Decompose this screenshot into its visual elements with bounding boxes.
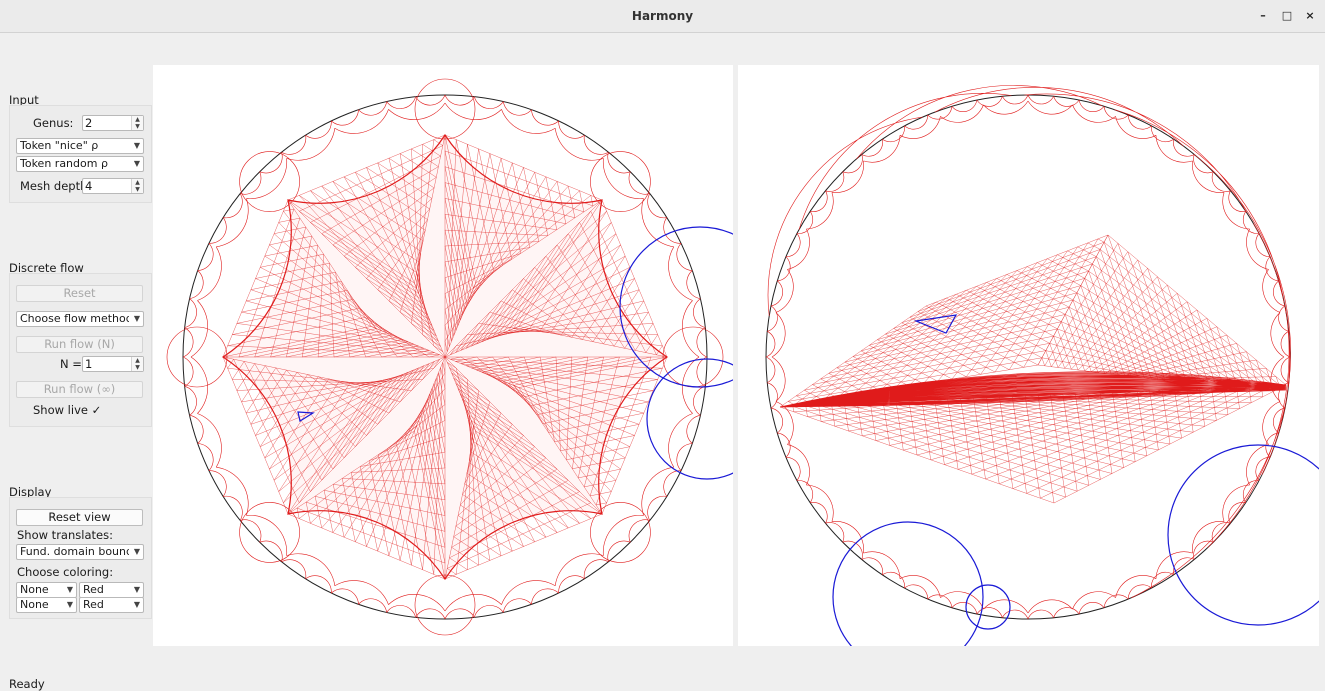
coloring-scheme-value: None	[20, 583, 49, 596]
boundary-translates	[771, 100, 1285, 614]
boundary-translates	[182, 94, 708, 620]
reset-view-button[interactable]: Reset view	[16, 509, 143, 526]
flow-heading: Discrete flow	[9, 261, 84, 275]
highlight-geodesic	[1167, 444, 1325, 626]
coloring-scheme-select-2[interactable]: None ▼	[16, 597, 77, 613]
translate-arc	[166, 326, 228, 388]
choose-coloring-label: Choose coloring:	[17, 565, 114, 579]
mesh-grid	[444, 356, 668, 515]
run-flow-inf-button[interactable]: Run flow (∞)	[16, 381, 143, 398]
translates-select[interactable]: Fund. domain boundary ▼	[16, 544, 144, 560]
genus-value: 2	[85, 116, 93, 130]
mesh-depth-row: Mesh depth: 4 ▲ ▼	[10, 178, 151, 198]
close-icon[interactable]: ×	[1305, 9, 1315, 22]
translate-arc	[590, 151, 651, 212]
highlight-triangle	[297, 411, 315, 422]
show-live-checkbox[interactable]: Show live ✓	[33, 403, 102, 417]
dropdown-arrow-icon: ▼	[133, 547, 140, 556]
translate-arcs	[767, 85, 1291, 599]
run-flow-n-button[interactable]: Run flow (N)	[16, 336, 143, 353]
mesh-depth-spinbox[interactable]: 4 ▲ ▼	[82, 178, 144, 194]
n-value: 1	[85, 357, 93, 371]
mesh-fan	[779, 371, 1287, 408]
dropdown-arrow-icon: ▼	[133, 141, 140, 150]
minimize-icon[interactable]: –	[1260, 9, 1266, 22]
spin-arrows-icon[interactable]: ▲ ▼	[131, 179, 143, 193]
show-translates-label: Show translates:	[17, 528, 113, 542]
dropdown-arrow-icon: ▼	[66, 585, 73, 594]
coloring-color-value: Red	[83, 583, 104, 596]
range-canvas[interactable]	[738, 65, 1325, 673]
mesh-grid	[222, 356, 446, 515]
translate-arc	[590, 502, 651, 563]
coloring-color-value: Red	[83, 598, 104, 611]
highlight-geodesic	[965, 584, 1011, 630]
translates-value: Fund. domain boundary	[20, 545, 129, 558]
dropdown-arrow-icon: ▼	[66, 600, 73, 609]
translate-arc	[239, 151, 300, 212]
spin-arrows-icon[interactable]: ▲ ▼	[131, 116, 143, 130]
nice-rho-value: Token "nice" ρ	[20, 139, 99, 152]
n-spinbox[interactable]: 1 ▲ ▼	[82, 356, 144, 372]
random-rho-select[interactable]: Token random ρ ▼	[16, 156, 144, 172]
genus-spinbox[interactable]: 2 ▲ ▼	[82, 115, 144, 131]
coloring-scheme-value: None	[20, 598, 49, 611]
dropdown-arrow-icon: ▼	[133, 314, 140, 323]
mesh-grid	[287, 356, 446, 580]
n-label: N =	[60, 357, 82, 371]
mesh-grid	[444, 356, 603, 580]
mesh-grid	[444, 199, 668, 358]
reset-flow-button[interactable]: Reset	[16, 285, 143, 302]
genus-row: Genus: 2 ▲ ▼	[10, 115, 151, 135]
flow-method-select[interactable]: Choose flow method... ▼	[16, 311, 144, 327]
random-rho-value: Token random ρ	[20, 157, 108, 170]
mesh-grid	[222, 199, 446, 358]
title-bar: Harmony – □ ×	[0, 0, 1325, 33]
translate-arc	[239, 502, 300, 563]
input-heading: Input	[9, 93, 39, 107]
input-group: Genus: 2 ▲ ▼ Token "nice" ρ ▼ Token rando…	[9, 105, 152, 203]
dropdown-arrow-icon: ▼	[133, 600, 140, 609]
boundary-translates	[765, 94, 1291, 620]
translate-arc	[414, 574, 476, 636]
domain-canvas[interactable]	[153, 65, 781, 646]
status-bar: Ready	[9, 677, 45, 691]
flow-method-value: Choose flow method...	[20, 312, 129, 325]
genus-label: Genus:	[33, 116, 74, 130]
highlight-triangle	[913, 314, 958, 334]
display-group: Reset view Show translates: Fund. domain…	[9, 497, 152, 619]
coloring-color-select-2[interactable]: Red ▼	[79, 597, 144, 613]
coloring-scheme-select-1[interactable]: None ▼	[16, 582, 77, 598]
domain-disk-view[interactable]	[153, 65, 781, 646]
dropdown-arrow-icon: ▼	[133, 159, 140, 168]
boundary-translates	[190, 102, 700, 612]
translate-arc	[414, 78, 476, 140]
n-row: N = 1 ▲ ▼	[10, 356, 151, 376]
display-heading: Display	[9, 485, 52, 499]
mesh-depth-value: 4	[85, 179, 93, 193]
maximize-icon[interactable]: □	[1281, 9, 1293, 22]
window-title: Harmony	[631, 9, 694, 23]
spin-arrows-icon[interactable]: ▲ ▼	[131, 357, 143, 371]
mesh-grid	[444, 134, 603, 358]
nice-rho-select[interactable]: Token "nice" ρ ▼	[16, 138, 144, 154]
dropdown-arrow-icon: ▼	[133, 585, 140, 594]
coloring-color-select-1[interactable]: Red ▼	[79, 582, 144, 598]
range-disk-view[interactable]	[738, 65, 1325, 673]
flow-group: Reset Choose flow method... ▼ Run flow (…	[9, 273, 152, 427]
poincare-disk	[765, 94, 1291, 620]
mesh-depth-label: Mesh depth:	[20, 179, 92, 193]
mesh-grid	[287, 134, 446, 358]
